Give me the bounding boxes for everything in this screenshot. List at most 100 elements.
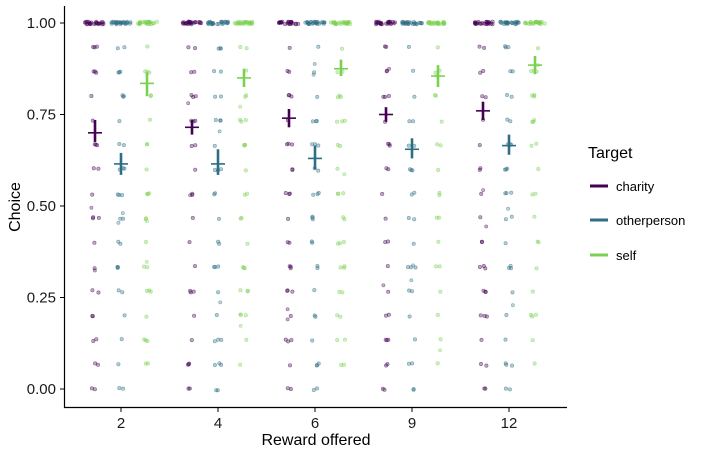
data-point-charity: [479, 240, 484, 245]
data-point-otherperson: [412, 217, 417, 222]
data-point-otherperson: [117, 119, 122, 124]
data-point-charity: [386, 289, 391, 294]
data-point-charity: [287, 240, 292, 245]
data-point-self: [337, 241, 342, 246]
data-point-otherperson: [503, 386, 508, 391]
data-point-otherperson: [121, 94, 126, 99]
data-point-self: [338, 265, 343, 270]
data-point-charity: [287, 191, 292, 196]
data-point-otherperson: [509, 20, 514, 25]
data-point-charity: [193, 46, 198, 51]
data-point-otherperson: [116, 288, 121, 293]
data-point-otherperson: [506, 206, 511, 211]
data-point-charity: [483, 95, 488, 100]
data-point-self: [245, 289, 250, 294]
data-point-self: [532, 361, 537, 366]
data-point-self: [244, 93, 249, 98]
data-point-charity: [192, 313, 197, 318]
data-point-otherperson: [407, 314, 412, 319]
data-point-charity: [190, 215, 195, 220]
data-point-self: [335, 338, 340, 343]
data-point-otherperson: [509, 214, 514, 219]
data-point-otherperson: [218, 46, 223, 51]
data-point-otherperson: [412, 190, 417, 195]
data-point-self: [245, 191, 250, 196]
data-point-otherperson: [507, 387, 512, 392]
data-point-otherperson: [216, 239, 221, 244]
data-point-charity: [192, 69, 197, 74]
data-point-otherperson: [503, 217, 508, 222]
data-point-self: [339, 46, 344, 51]
data-point-self: [537, 20, 542, 25]
data-point-self: [238, 323, 243, 328]
data-point-self: [535, 46, 540, 51]
data-point-self: [433, 264, 438, 269]
data-point-otherperson: [122, 45, 127, 50]
data-point-otherperson: [118, 216, 123, 221]
data-point-charity: [188, 288, 193, 293]
data-point-charity: [93, 69, 98, 74]
data-point-charity: [478, 70, 483, 75]
x-tick-label: 9: [408, 415, 416, 432]
data-point-charity: [96, 362, 101, 367]
data-point-otherperson: [510, 69, 515, 74]
data-point-self: [243, 19, 248, 24]
data-point-charity: [92, 240, 97, 245]
data-point-self: [542, 21, 547, 26]
data-point-otherperson: [120, 211, 125, 216]
data-point-otherperson: [316, 143, 321, 148]
data-point-otherperson: [499, 20, 504, 25]
data-point-charity: [96, 215, 101, 220]
data-point-charity: [481, 69, 486, 74]
data-point-self: [341, 240, 346, 245]
data-point-self: [339, 362, 344, 367]
data-point-charity: [387, 142, 392, 147]
data-point-otherperson: [506, 265, 511, 270]
data-point-otherperson: [212, 168, 217, 173]
data-point-self: [143, 361, 148, 366]
data-point-otherperson: [411, 119, 416, 124]
data-point-self: [533, 312, 538, 317]
data-point-charity: [96, 290, 101, 295]
data-point-charity: [282, 22, 287, 27]
data-point-otherperson: [411, 263, 416, 268]
data-point-charity: [188, 193, 193, 198]
data-point-self: [239, 21, 244, 26]
data-point-self: [238, 44, 243, 49]
data-point-self: [532, 93, 537, 98]
data-point-otherperson: [116, 220, 121, 225]
data-point-self: [534, 141, 539, 146]
data-point-charity: [478, 361, 483, 366]
data-point-charity: [90, 313, 95, 318]
data-point-otherperson: [412, 337, 417, 342]
data-point-self: [238, 362, 243, 367]
data-point-charity: [386, 239, 391, 244]
data-point-self: [435, 142, 440, 147]
data-point-self: [438, 143, 443, 148]
data-point-self: [435, 312, 440, 317]
data-point-otherperson: [504, 191, 509, 196]
data-point-otherperson: [409, 289, 414, 294]
legend-title: Target: [588, 145, 633, 162]
data-point-otherperson: [505, 93, 510, 98]
data-point-self: [534, 266, 539, 271]
y-ticks: 0.00 0.25 0.50 0.75 1.00: [27, 15, 64, 398]
x-tick-label: 4: [214, 415, 222, 432]
legend-label-otherperson: otherperson: [616, 213, 685, 228]
data-point-self: [535, 239, 540, 244]
data-point-self: [142, 264, 147, 269]
data-point-self: [335, 166, 340, 171]
data-point-otherperson: [218, 118, 223, 123]
data-point-self: [436, 168, 441, 173]
legend-label-charity: charity: [616, 179, 655, 194]
data-point-charity: [84, 19, 89, 24]
data-point-charity: [90, 192, 95, 197]
data-point-otherperson: [212, 339, 217, 344]
data-point-self: [144, 167, 149, 172]
data-point-charity: [383, 240, 388, 245]
data-point-self: [239, 119, 244, 124]
y-axis-title: Choice: [7, 182, 24, 232]
data-point-otherperson: [121, 386, 126, 391]
legend-item-otherperson: otherperson: [590, 213, 685, 228]
data-point-otherperson: [412, 94, 417, 99]
